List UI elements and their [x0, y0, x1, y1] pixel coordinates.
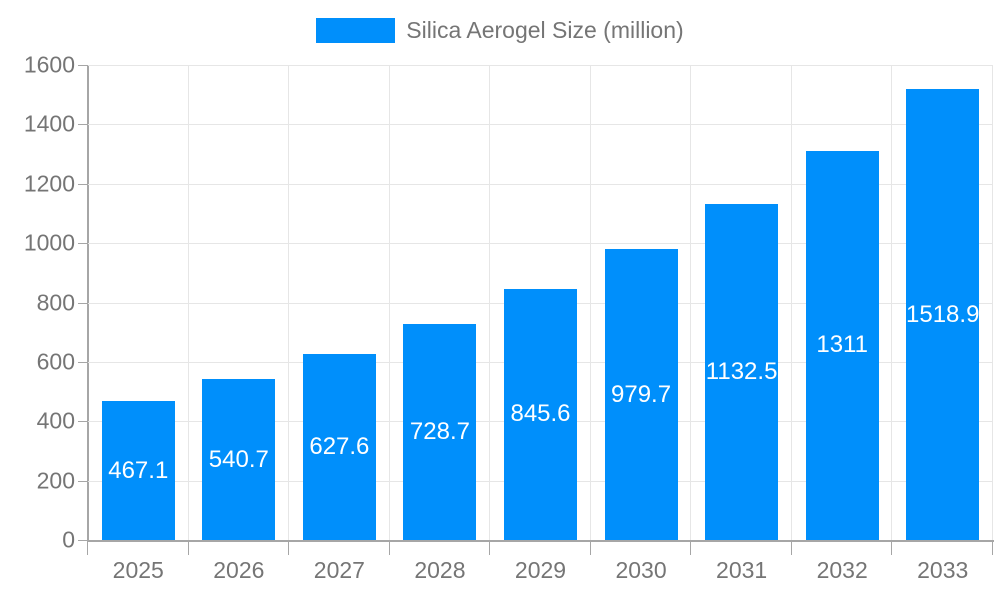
x-tick-mark: [790, 540, 792, 555]
y-tick-label: 1600: [23, 51, 75, 78]
bar-value-label: 1132.5: [705, 357, 778, 385]
x-tick-mark: [690, 540, 692, 555]
x-tick-label: 2028: [414, 557, 466, 583]
x-tick-label: 2025: [112, 557, 164, 583]
y-tick-mark: [78, 243, 88, 245]
legend-swatch: [316, 18, 396, 43]
bar-value-label: 467.1: [108, 456, 169, 484]
bar[interactable]: 540.7: [202, 379, 276, 540]
gridline-h: [88, 65, 993, 66]
y-axis-line: [87, 65, 89, 542]
bar-value-label: 845.6: [510, 400, 571, 428]
y-tick-mark: [78, 361, 88, 363]
bar[interactable]: 1132.5: [705, 203, 779, 540]
bar[interactable]: 1518.9: [906, 89, 979, 540]
y-tick-label: 600: [36, 348, 75, 375]
x-tick-label: 2030: [615, 557, 667, 583]
bar-value-label: 1311: [816, 331, 868, 359]
gridline-v: [891, 65, 893, 540]
bar[interactable]: 1311: [805, 150, 879, 540]
gridline-v: [489, 65, 491, 540]
gridline-v: [589, 65, 591, 540]
y-tick-mark: [78, 480, 88, 482]
y-tick-label: 400: [36, 407, 75, 434]
gridline-v: [992, 65, 993, 540]
bar-value-label: 540.7: [208, 445, 269, 473]
x-tick-label: 2031: [716, 557, 768, 583]
y-tick-mark: [78, 421, 88, 423]
y-tick-mark: [78, 65, 88, 66]
y-tick-label: 1200: [23, 170, 75, 197]
x-tick-label: 2033: [917, 557, 969, 583]
gridline-v: [388, 65, 390, 540]
gridline-v: [187, 65, 189, 540]
bar[interactable]: 728.7: [403, 323, 477, 540]
y-tick-label: 1400: [23, 110, 75, 137]
bar[interactable]: 627.6: [302, 353, 376, 540]
plot-area: 467.1 540.7 627.6 728.7 845.6 979.7 1132.5 1311…: [88, 65, 993, 540]
y-tick-mark: [78, 540, 88, 541]
gridline-v: [790, 65, 792, 540]
gridline-h: [88, 243, 993, 245]
bar-value-label: 728.7: [409, 417, 470, 445]
y-tick-mark: [78, 302, 88, 304]
y-tick-mark: [78, 124, 88, 126]
x-tick-label: 2027: [313, 557, 365, 583]
legend-item[interactable]: Silica Aerogel Size (million): [0, 17, 1000, 44]
gridline-h: [88, 183, 993, 185]
y-tick-label: 0: [62, 526, 75, 553]
x-tick-label: 2029: [514, 557, 567, 583]
x-tick-mark: [992, 540, 993, 555]
y-tick-mark: [78, 183, 88, 185]
bar-value-label: 979.7: [611, 380, 672, 408]
x-tick-mark: [288, 540, 290, 555]
x-tick-label: 2032: [816, 557, 868, 583]
x-tick-mark: [489, 540, 491, 555]
x-axis-line: [87, 540, 994, 542]
x-tick-label: 2026: [213, 557, 265, 583]
gridline-h: [88, 124, 993, 126]
gridline-v: [690, 65, 692, 540]
x-tick-mark: [87, 540, 88, 555]
gridline-v: [288, 65, 290, 540]
bar[interactable]: 467.1: [101, 401, 175, 540]
legend-label: Silica Aerogel Size (million): [406, 17, 684, 43]
bar[interactable]: 979.7: [604, 249, 678, 540]
bar-value-label: 627.6: [309, 432, 370, 460]
x-tick-mark: [388, 540, 390, 555]
y-tick-label: 200: [36, 467, 75, 494]
x-tick-mark: [187, 540, 189, 555]
y-tick-label: 1000: [23, 229, 75, 256]
x-tick-mark: [589, 540, 591, 555]
bar[interactable]: 845.6: [504, 288, 577, 540]
bar-value-label: 1518.9: [906, 300, 980, 328]
x-tick-mark: [891, 540, 893, 555]
y-tick-label: 800: [36, 289, 75, 315]
